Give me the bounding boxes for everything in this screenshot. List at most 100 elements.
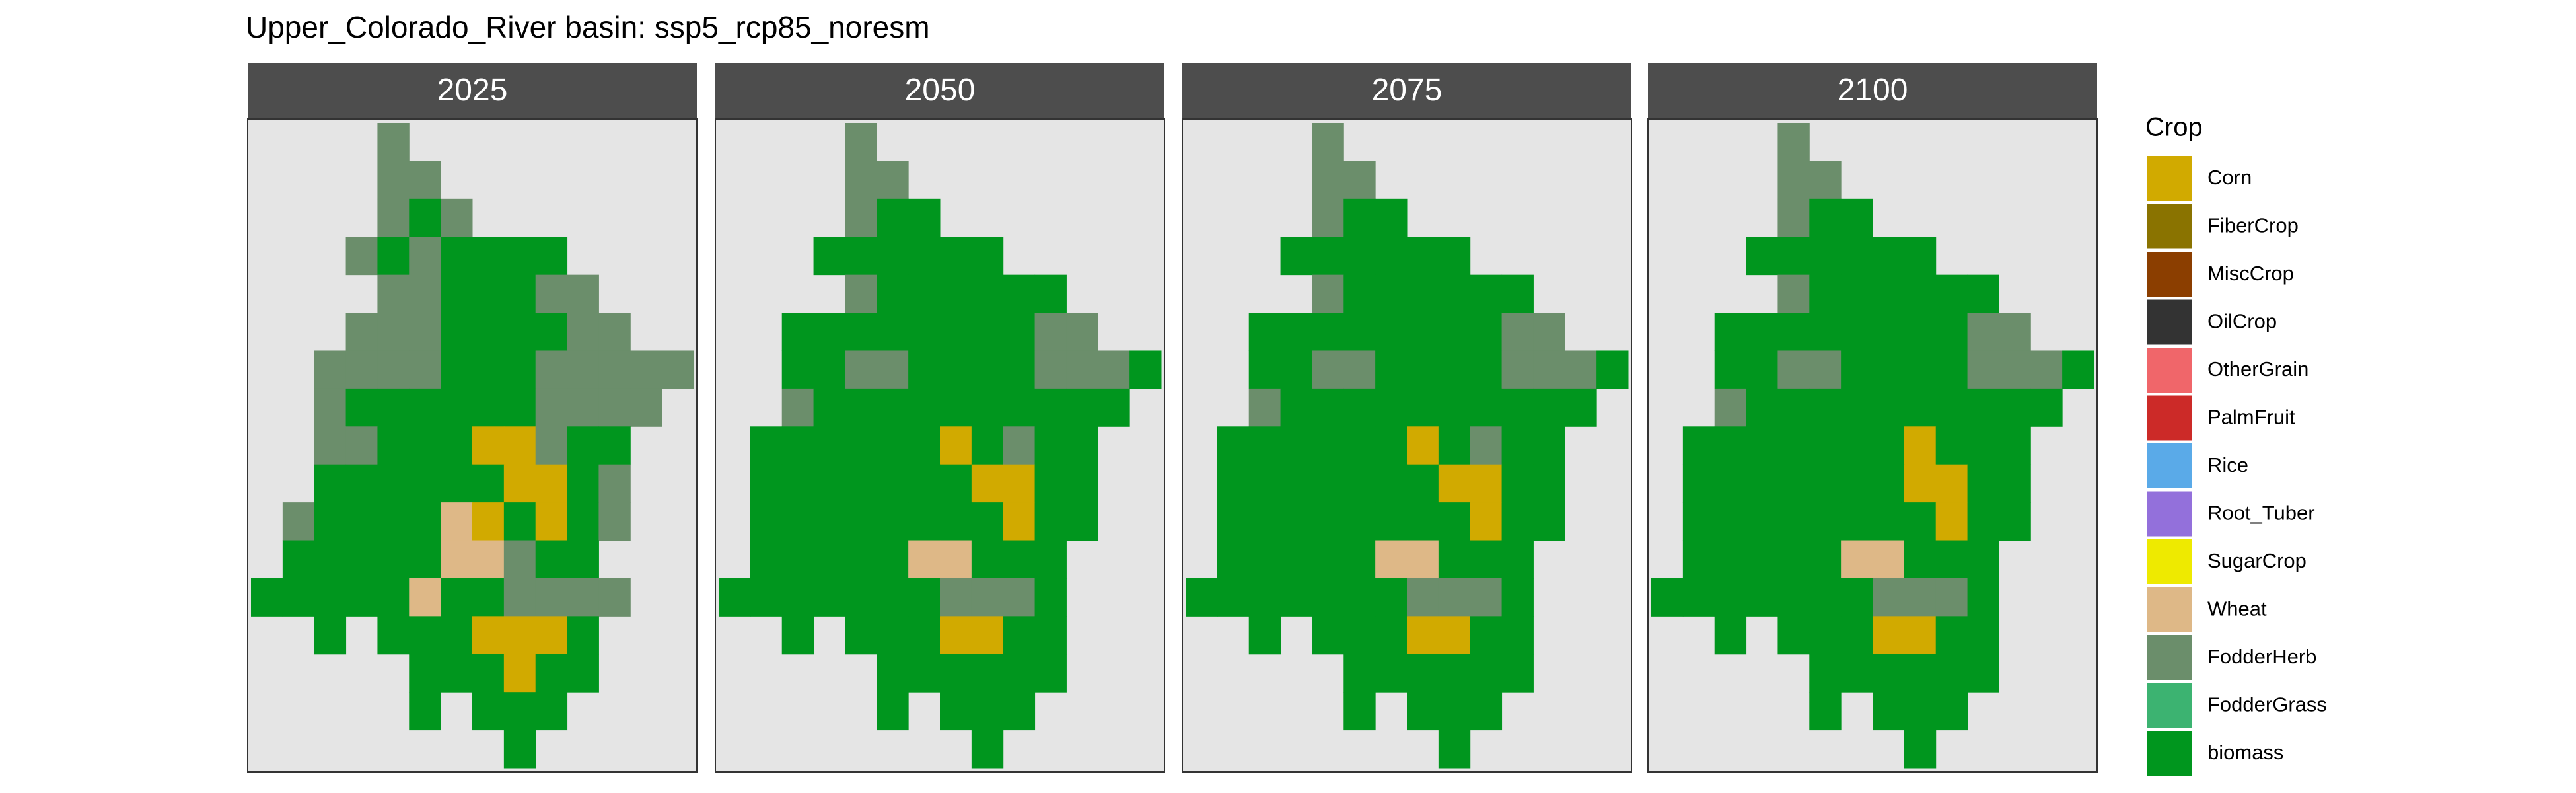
grid-cell [282, 578, 315, 617]
legend-label: OtherGrain [2207, 358, 2308, 381]
grid-cell [1003, 502, 1036, 541]
grid-cell [1999, 350, 2031, 389]
grid-cell [1343, 654, 1376, 693]
grid-cell [1873, 692, 1905, 731]
grid-cell [535, 540, 568, 579]
grid-cell [409, 540, 441, 579]
grid-cell [1034, 426, 1067, 465]
grid-cell [503, 692, 536, 731]
strip-label: 2075 [1372, 73, 1443, 108]
grid-cell [1248, 540, 1281, 579]
grid-cell [1904, 274, 1937, 313]
grid-cell [1809, 426, 1842, 465]
grid-cell [535, 654, 568, 693]
grid-cell [845, 350, 877, 389]
grid-cell [1407, 692, 1439, 731]
grid-cell [1034, 464, 1067, 503]
grid-cell [1248, 313, 1281, 351]
grid-cell [940, 654, 972, 693]
grid-cell [345, 388, 378, 427]
grid-cell [1375, 237, 1408, 276]
grid-cell [1034, 388, 1067, 427]
grid-cell [409, 502, 441, 541]
grid-cell [1312, 350, 1344, 389]
grid-cell [1682, 540, 1715, 579]
grid-cell [441, 502, 473, 541]
grid-cell [877, 388, 909, 427]
grid-cell [813, 313, 845, 351]
grid-cell [1034, 540, 1067, 579]
legend-key [2146, 202, 2194, 250]
grid-cell [598, 313, 631, 351]
grid-cell [1777, 313, 1810, 351]
grid-cell [940, 692, 972, 731]
grid-cell [1501, 350, 1534, 389]
grid-cell [719, 578, 751, 617]
grid-cell [598, 464, 631, 503]
grid-cell [781, 388, 814, 427]
grid-cell [409, 692, 441, 731]
grid-cell [1066, 350, 1098, 389]
grid-cell [503, 388, 536, 427]
grid-cell [971, 237, 1004, 276]
grid-cell [377, 350, 410, 389]
grid-cell [1841, 198, 1873, 237]
grid-cell [845, 464, 877, 503]
grid-cell [345, 426, 378, 465]
grid-cell [1501, 578, 1534, 617]
grid-cell [409, 274, 441, 313]
legend-label: FiberCrop [2207, 214, 2299, 237]
grid-cell [1651, 578, 1684, 617]
grid-cell [1904, 388, 1937, 427]
legend-label: biomass [2207, 741, 2283, 764]
grid-cell [1714, 350, 1747, 389]
grid-cell [535, 616, 568, 655]
legend-label: FodderHerb [2207, 645, 2316, 668]
grid-cell [567, 350, 599, 389]
grid-cell [813, 540, 845, 579]
grid-cell [1777, 464, 1810, 503]
grid-cell [1003, 540, 1036, 579]
grid-cell [1438, 616, 1471, 655]
grid-cell [1935, 274, 1968, 313]
grid-cell [1438, 578, 1471, 617]
grid-cell [503, 464, 536, 503]
grid-cell [845, 237, 877, 276]
grid-cell [1343, 692, 1376, 731]
grid-cell [1407, 313, 1439, 351]
grid-cell [1777, 388, 1810, 427]
grid-cell [1809, 350, 1842, 389]
grid-cell [1438, 540, 1471, 579]
grid-cell [845, 198, 877, 237]
grid-cell [1003, 692, 1036, 731]
grid-cell [1034, 274, 1067, 313]
grid-cell [1904, 730, 1937, 769]
grid-cell [1935, 426, 1968, 465]
grid-cell [1809, 161, 1842, 200]
grid-cell [908, 274, 941, 313]
grid-cell [314, 464, 347, 503]
grid-cell [441, 388, 473, 427]
grid-cell [1809, 654, 1842, 693]
grid-cell [1066, 388, 1098, 427]
grid-cell [1248, 578, 1281, 617]
grid-cell [971, 350, 1004, 389]
grid-cell [409, 313, 441, 351]
grid-cell [1343, 313, 1376, 351]
grid-cell [1873, 502, 1905, 541]
grid-cell [1777, 540, 1810, 579]
grid-cell [1438, 426, 1471, 465]
grid-cell [1533, 388, 1565, 427]
grid-cell [441, 464, 473, 503]
grid-cell [1407, 274, 1439, 313]
grid-cell [1809, 388, 1842, 427]
grid-cell [1777, 502, 1810, 541]
grid-cell [1873, 274, 1905, 313]
grid-cell [377, 237, 410, 276]
grid-cell [1809, 692, 1842, 731]
grid-cell [1375, 426, 1408, 465]
grid-cell [1967, 654, 1999, 693]
grid-cell [1873, 616, 1905, 655]
grid-cell [1777, 578, 1810, 617]
grid-cell [1904, 350, 1937, 389]
